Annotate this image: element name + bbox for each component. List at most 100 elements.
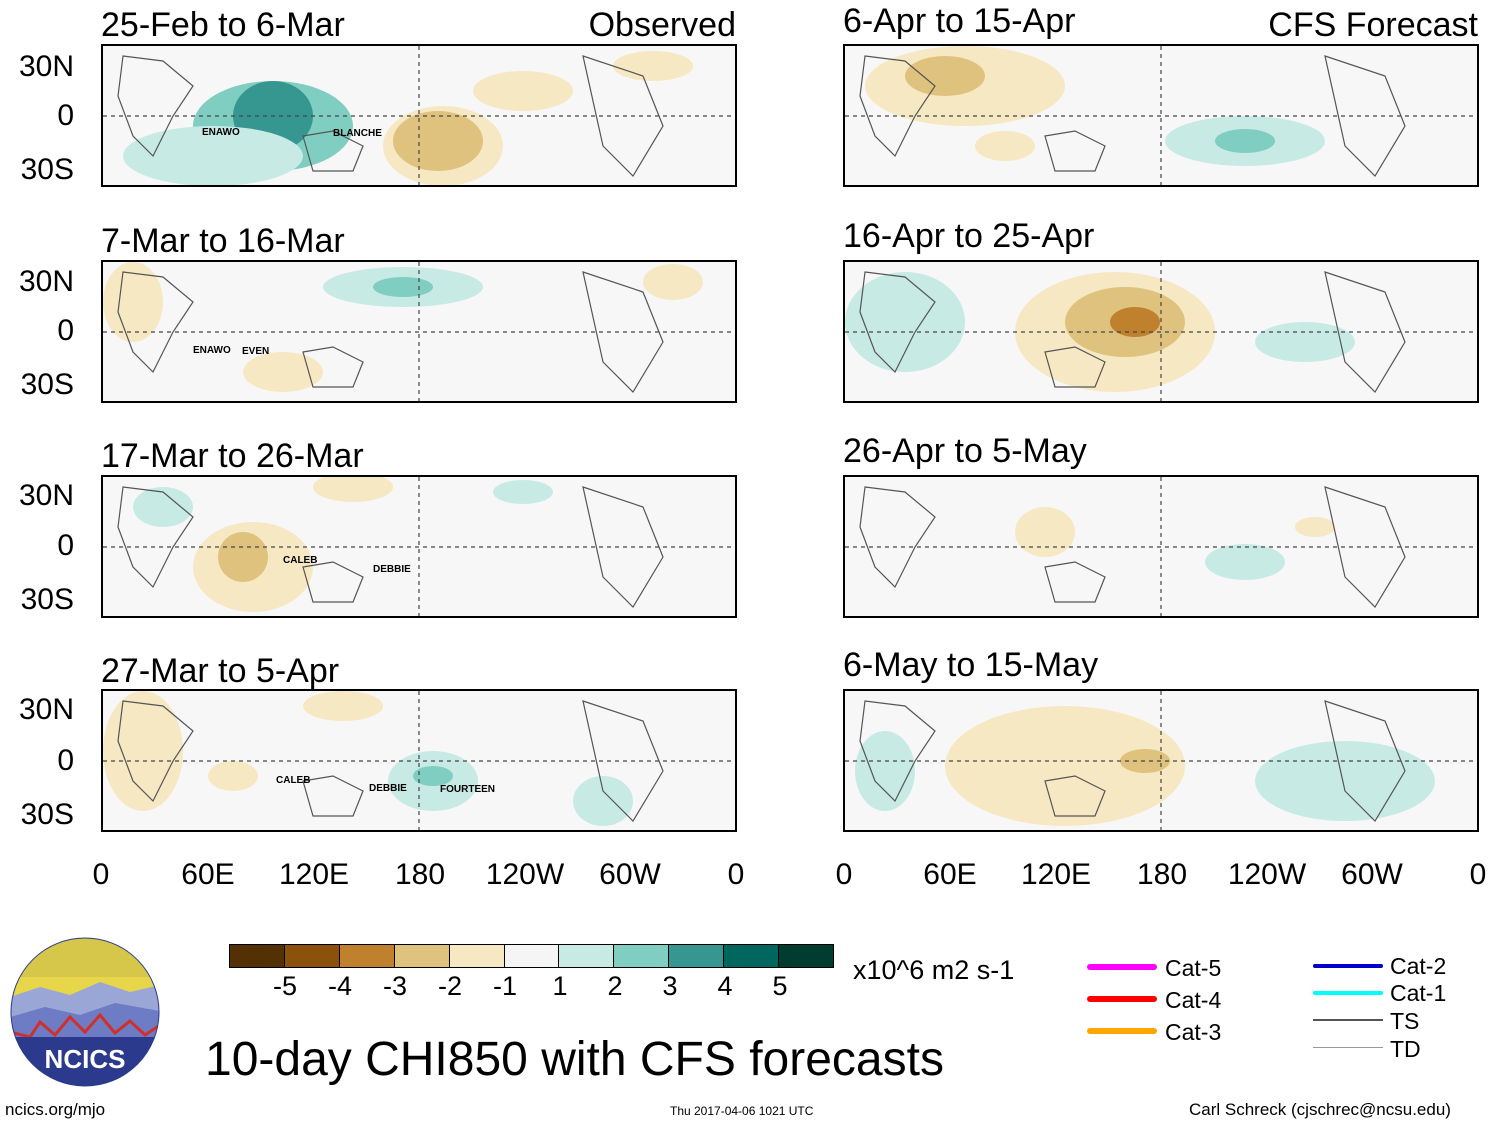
lon-label: 60E	[923, 858, 977, 891]
colorbar-bin	[778, 945, 833, 967]
anomaly-positive-weak	[123, 126, 303, 185]
lat-label: 30S	[20, 798, 74, 831]
anomaly-negative-weak	[473, 71, 573, 111]
lon-label: 180	[394, 858, 446, 891]
anomaly-negative	[393, 111, 483, 171]
lon-label: 0	[727, 858, 745, 891]
colorbar-bin	[723, 945, 779, 967]
colorbar-bin	[613, 945, 669, 967]
storm-label: DEBBIE	[369, 783, 407, 794]
panel-title-obs-4: 27-Mar to 5-Apr	[101, 652, 340, 690]
legend-label: Cat-2	[1390, 953, 1447, 979]
anomaly-positive-weak	[493, 480, 553, 504]
legend-label: TS	[1390, 1008, 1420, 1034]
panel-title-fc-2: 16-Apr to 25-Apr	[843, 217, 1095, 255]
colorbar-label: -1	[492, 971, 517, 1001]
observed-tag: Observed	[588, 6, 736, 44]
coastline-australia	[1044, 346, 1106, 388]
coastline-australia	[302, 130, 364, 172]
colorbar-bin	[448, 945, 504, 967]
legend-swatch-cat5	[1087, 964, 1157, 970]
map-fc-3	[843, 475, 1479, 618]
lat-label: 0	[57, 99, 74, 132]
colorbar-bin	[230, 945, 284, 967]
legend-label: Cat-1	[1390, 980, 1447, 1006]
storm-label: CALEB	[283, 555, 318, 566]
legend-label: TD	[1390, 1036, 1421, 1062]
storm-label: EVEN	[242, 346, 270, 357]
coastline-americas	[1324, 271, 1406, 393]
coastline-americas	[1324, 486, 1406, 608]
anomaly-negative-weak	[1295, 517, 1335, 537]
map-obs-2	[101, 260, 737, 403]
storm-label: FOURTEEN	[440, 784, 495, 795]
map-fc-1	[843, 44, 1479, 187]
coastline-africa	[117, 700, 194, 803]
coastline-australia	[302, 561, 364, 603]
lon-label: 0	[835, 858, 853, 891]
lon-label: 60E	[181, 858, 235, 891]
anomaly-negative-strong	[1110, 307, 1160, 337]
lat-label: 0	[57, 529, 74, 562]
colorbar-label: -2	[437, 971, 462, 1001]
anomaly-negative-weak	[945, 706, 1185, 826]
storm-label: BLANCHE	[333, 128, 382, 139]
ncics-logo: NCICS	[10, 937, 160, 1087]
lat-label: 30N	[18, 693, 74, 726]
anomaly-negative-weak	[1015, 507, 1075, 557]
lat-label: 30N	[18, 479, 74, 512]
legend-swatch-ts	[1313, 1019, 1383, 1021]
coastline-americas	[1324, 55, 1406, 177]
legend-swatch-cat1	[1313, 991, 1383, 995]
lon-label: 60W	[599, 858, 661, 891]
figure-title: 10-day CHI850 with CFS forecasts	[205, 1033, 944, 1086]
legend-swatch-td	[1313, 1047, 1383, 1048]
colorbar-label: 1	[552, 971, 568, 1001]
anomaly-negative-weak	[303, 691, 383, 721]
lat-label: 30N	[18, 265, 74, 298]
colorbar-bin	[558, 945, 614, 967]
coastline-australia	[302, 346, 364, 388]
storm-label: CALEB	[276, 775, 311, 786]
colorbar-bin	[338, 945, 394, 967]
anomaly-positive	[413, 766, 453, 786]
coastline-americas	[582, 700, 664, 822]
map-obs-3	[101, 475, 737, 618]
coastline-africa	[117, 486, 194, 589]
map-fc-4	[843, 689, 1479, 832]
panel-title-obs-3: 17-Mar to 26-Mar	[101, 437, 364, 475]
footer-timestamp: Thu 2017-04-06 1021 UTC	[670, 1104, 814, 1118]
colorbar-label: 5	[772, 971, 788, 1001]
coastline-australia	[1044, 775, 1106, 817]
legend-swatch-cat2	[1313, 964, 1383, 968]
lat-label: 30S	[20, 583, 74, 616]
coastline-africa	[859, 700, 936, 803]
coastline-africa	[117, 271, 194, 374]
lon-label: 120E	[278, 858, 350, 891]
anomaly-negative-weak	[208, 761, 258, 791]
lon-label: 120E	[1020, 858, 1092, 891]
anomaly-negative	[905, 56, 985, 96]
anomaly-negative	[218, 532, 268, 582]
forecast-tag: CFS Forecast	[1268, 6, 1478, 44]
coastline-africa	[859, 271, 936, 374]
lat-label: 30S	[20, 153, 74, 186]
lon-label: 60W	[1341, 858, 1403, 891]
colorbar-bin	[503, 945, 559, 967]
anomaly-negative-weak	[313, 477, 393, 502]
lon-label: 0	[92, 858, 110, 891]
anomaly-negative-weak	[243, 352, 323, 392]
lat-label: 30N	[18, 50, 74, 83]
anomaly-negative-weak	[103, 262, 163, 342]
lon-label: 120W	[485, 858, 565, 891]
panel-title-fc-1: 6-Apr to 15-Apr	[843, 2, 1076, 40]
footer-site: ncics.org/mjo	[5, 1100, 106, 1119]
legend-swatch-cat3	[1087, 1028, 1157, 1034]
colorbar-label: -3	[382, 971, 407, 1001]
anomaly-positive-weak	[133, 487, 193, 527]
colorbar-label: 4	[717, 971, 733, 1001]
legend-label: Cat-5	[1165, 955, 1222, 981]
colorbar-label: -4	[327, 971, 352, 1001]
colorbar-label: -5	[272, 971, 297, 1001]
map-fc-2	[843, 260, 1479, 403]
